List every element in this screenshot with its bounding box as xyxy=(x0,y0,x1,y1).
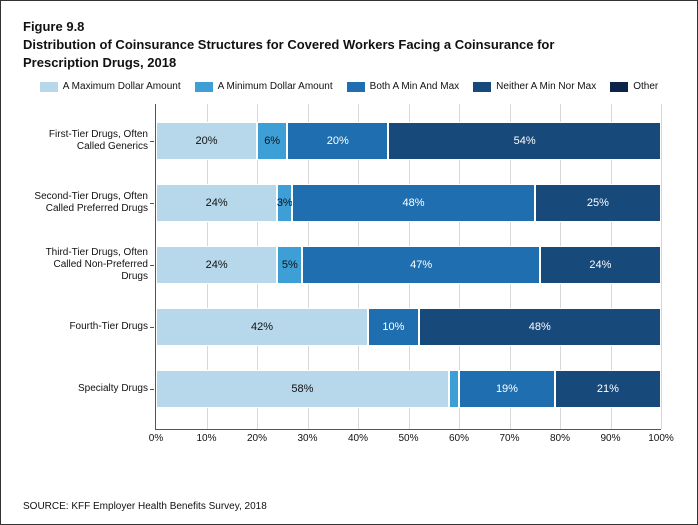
bar-row: Fourth-Tier Drugs42%10%48% xyxy=(156,308,661,346)
legend-swatch xyxy=(347,82,365,92)
bar-segment: 3% xyxy=(277,184,292,222)
bar-segment: 24% xyxy=(540,246,661,284)
x-tick-label: 70% xyxy=(499,433,519,444)
category-label: Fourth-Tier Drugs xyxy=(28,321,148,333)
category-label: Third-Tier Drugs, Often Called Non-Prefe… xyxy=(28,247,148,283)
legend-item: A Minimum Dollar Amount xyxy=(195,81,333,92)
figure-title: Distribution of Coinsurance Structures f… xyxy=(23,36,623,71)
legend-swatch xyxy=(473,82,491,92)
x-tick-label: 80% xyxy=(550,433,570,444)
legend-label: Neither A Min Nor Max xyxy=(496,81,596,92)
x-tick-label: 30% xyxy=(297,433,317,444)
plot-area: 0%10%20%30%40%50%60%70%80%90%100%First-T… xyxy=(155,104,661,430)
x-tick-label: 40% xyxy=(348,433,368,444)
legend-label: Both A Min And Max xyxy=(370,81,460,92)
category-label: First-Tier Drugs, Often Called Generics xyxy=(28,129,148,153)
bar-segment: 10% xyxy=(368,308,419,346)
x-tick-label: 60% xyxy=(449,433,469,444)
bar-segment: 47% xyxy=(302,246,539,284)
x-tick-label: 20% xyxy=(247,433,267,444)
figure-frame: Figure 9.8 Distribution of Coinsurance S… xyxy=(0,0,698,525)
bar-row: Third-Tier Drugs, Often Called Non-Prefe… xyxy=(156,246,661,284)
legend-swatch xyxy=(610,82,628,92)
bar-segment: 21% xyxy=(555,370,661,408)
bar-row: Second-Tier Drugs, Often Called Preferre… xyxy=(156,184,661,222)
x-tick-label: 100% xyxy=(648,433,674,444)
bar-segment: 48% xyxy=(419,308,661,346)
bar-segment: 19% xyxy=(459,370,555,408)
legend-swatch xyxy=(195,82,213,92)
chart-area: 0% 10% 20% 30% 40% 50% 60% 70% 80% 90% 100% First-T… xyxy=(23,98,675,458)
legend-label: A Minimum Dollar Amount xyxy=(218,81,333,92)
bar-segment xyxy=(449,370,459,408)
x-tick-label: 90% xyxy=(600,433,620,444)
bar-segment: 20% xyxy=(287,122,388,160)
bar-segment: 25% xyxy=(535,184,661,222)
category-label: Specialty Drugs xyxy=(28,383,148,395)
bar-row: First-Tier Drugs, Often Called Generics2… xyxy=(156,122,661,160)
legend-item: A Maximum Dollar Amount xyxy=(40,81,181,92)
gridline xyxy=(661,104,662,429)
source-line: SOURCE: KFF Employer Health Benefits Sur… xyxy=(23,501,267,512)
bar-segment: 24% xyxy=(156,184,277,222)
legend-label: A Maximum Dollar Amount xyxy=(63,81,181,92)
bar-segment: 20% xyxy=(156,122,257,160)
legend-label: Other xyxy=(633,81,658,92)
legend-item: Both A Min And Max xyxy=(347,81,460,92)
bar-segment: 58% xyxy=(156,370,449,408)
bar-segment: 48% xyxy=(292,184,534,222)
bar-segment: 6% xyxy=(257,122,287,160)
x-tick-label: 50% xyxy=(398,433,418,444)
legend: A Maximum Dollar Amount A Minimum Dollar … xyxy=(23,81,675,92)
legend-item: Neither A Min Nor Max xyxy=(473,81,596,92)
category-label: Second-Tier Drugs, Often Called Preferre… xyxy=(28,191,148,215)
bar-segment: 54% xyxy=(388,122,661,160)
bar-segment: 5% xyxy=(277,246,302,284)
figure-number: Figure 9.8 xyxy=(23,19,675,34)
bar-segment: 42% xyxy=(156,308,368,346)
legend-item: Other xyxy=(610,81,658,92)
x-tick-label: 0% xyxy=(149,433,163,444)
x-tick-label: 10% xyxy=(196,433,216,444)
legend-swatch xyxy=(40,82,58,92)
bar-segment: 24% xyxy=(156,246,277,284)
bar-row: Specialty Drugs58%19%21% xyxy=(156,370,661,408)
